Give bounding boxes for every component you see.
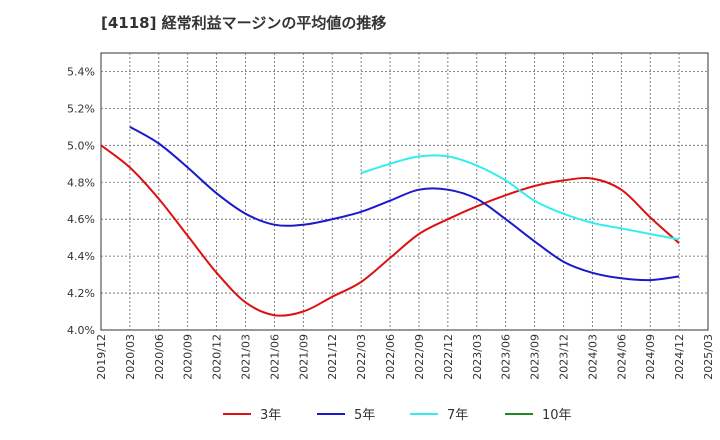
x-tick-label: 2025/03 [702,334,715,380]
legend-label: 5年 [354,408,375,423]
series-line-2 [129,126,680,282]
x-tick-label: 2019/12 [95,334,108,380]
x-tick-label: 2024/03 [586,334,599,380]
chart-title: [4118] 経常利益マージンの平均値の推移 [101,14,387,32]
x-tick-label: 2021/06 [268,334,281,380]
x-tick-label: 2022/09 [413,334,426,380]
x-tick-label: 2023/12 [557,334,570,380]
plot-area [100,52,709,331]
y-tick-label: 5.0% [67,139,95,152]
x-tick-label: 2021/03 [240,334,253,380]
x-tick-label: 2020/06 [153,334,166,380]
x-tick-label: 2020/03 [124,334,137,380]
y-tick-label: 5.4% [67,65,95,78]
y-tick-label: 4.0% [67,324,95,337]
x-tick-label: 2023/09 [529,334,542,380]
y-tick-label: 4.6% [67,213,95,226]
x-tick-label: 2022/03 [355,334,368,380]
x-tick-label: 2024/12 [673,334,686,380]
y-tick-label: 4.4% [67,250,95,263]
series-lines [100,126,680,317]
x-tick-label: 2024/09 [644,334,657,380]
x-tick-label: 2021/12 [326,334,339,380]
x-tick-label: 2020/12 [211,334,224,380]
legend-label: 3年 [260,408,281,423]
axis-ticks: 2019/12 2020/03 2020/06 2020/09 2020/12 2021/… [67,65,715,379]
y-tick-label: 4.2% [67,287,95,300]
x-tick-label: 2023/06 [500,334,513,380]
x-tick-label: 2020/09 [182,334,195,380]
legend-label: 10年 [542,408,572,423]
x-tick-label: 2024/06 [615,334,628,380]
y-tick-label: 4.8% [67,176,95,189]
y-tick-label: 5.2% [67,102,95,115]
legend: 3年 5年 7年 10年 [223,408,572,423]
x-tick-label: 2022/06 [384,334,397,380]
series-line-1 [100,144,680,317]
legend-label: 7年 [447,408,468,423]
x-tick-label: 2022/12 [442,334,455,380]
series-line-3 [360,154,680,241]
x-tick-label: 2023/03 [471,334,484,380]
x-tick-label: 2021/09 [297,334,310,380]
